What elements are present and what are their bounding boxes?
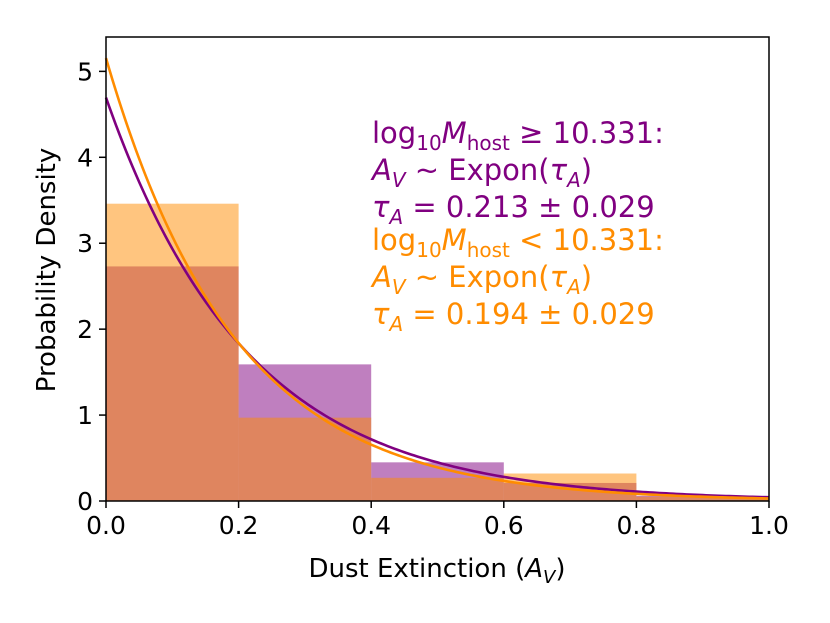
pdf-curve-high-mass	[104, 97, 770, 499]
x-tick-label: 0.8	[617, 511, 657, 540]
x-axis-ticks: 0.0 0.2 0.4 0.6 0.8 1.0	[86, 501, 789, 540]
x-tick-label: 1.0	[749, 511, 789, 540]
y-axis-ticks: 0 1 2 3 4 5	[77, 57, 106, 516]
annotation-high-mass-tau: τA = 0.213 ± 0.029	[372, 190, 655, 229]
y-tick-label: 1	[77, 401, 93, 430]
annotation-low-mass-distribution: AV ~ Expon(τA)	[370, 260, 592, 299]
y-tick-label: 4	[77, 143, 93, 172]
histogram-bar-low-mass-1	[238, 417, 372, 501]
y-tick-label: 2	[77, 315, 93, 344]
annotation-high-mass-distribution: AV ~ Expon(τA)	[370, 153, 592, 192]
x-tick-label: 0.6	[484, 511, 524, 540]
y-axis-label: Probability Density	[32, 148, 62, 393]
histogram-bar-low-mass-2	[371, 477, 504, 501]
axes-frame	[105, 36, 770, 502]
annotation-high-mass-condition: log10Mhost ≥ 10.331:	[372, 116, 664, 155]
annotation-low-mass-tau: τA = 0.194 ± 0.029	[372, 297, 655, 336]
pdf-curve-low-mass	[104, 57, 770, 500]
x-tick-label: 0.2	[219, 511, 259, 540]
x-tick-label: 0.4	[351, 511, 391, 540]
histogram-bar-low-mass-0	[106, 203, 239, 501]
y-tick-label: 3	[77, 229, 93, 258]
y-tick-label: 0	[77, 487, 93, 516]
annotation-low-mass-condition: log10Mhost < 10.331:	[372, 223, 664, 262]
x-axis-label: Dust Extinction (AV)	[308, 554, 565, 588]
pdf-curves	[104, 57, 770, 500]
fit-annotations: log10Mhost ≥ 10.331: AV ~ Expon(τA) τA =…	[370, 116, 664, 336]
histogram-bar-low-mass-4	[636, 496, 769, 501]
histogram-bar-low-mass-3	[503, 473, 637, 501]
x-tick-label: 0.0	[86, 511, 126, 540]
y-tick-label: 5	[77, 57, 93, 86]
